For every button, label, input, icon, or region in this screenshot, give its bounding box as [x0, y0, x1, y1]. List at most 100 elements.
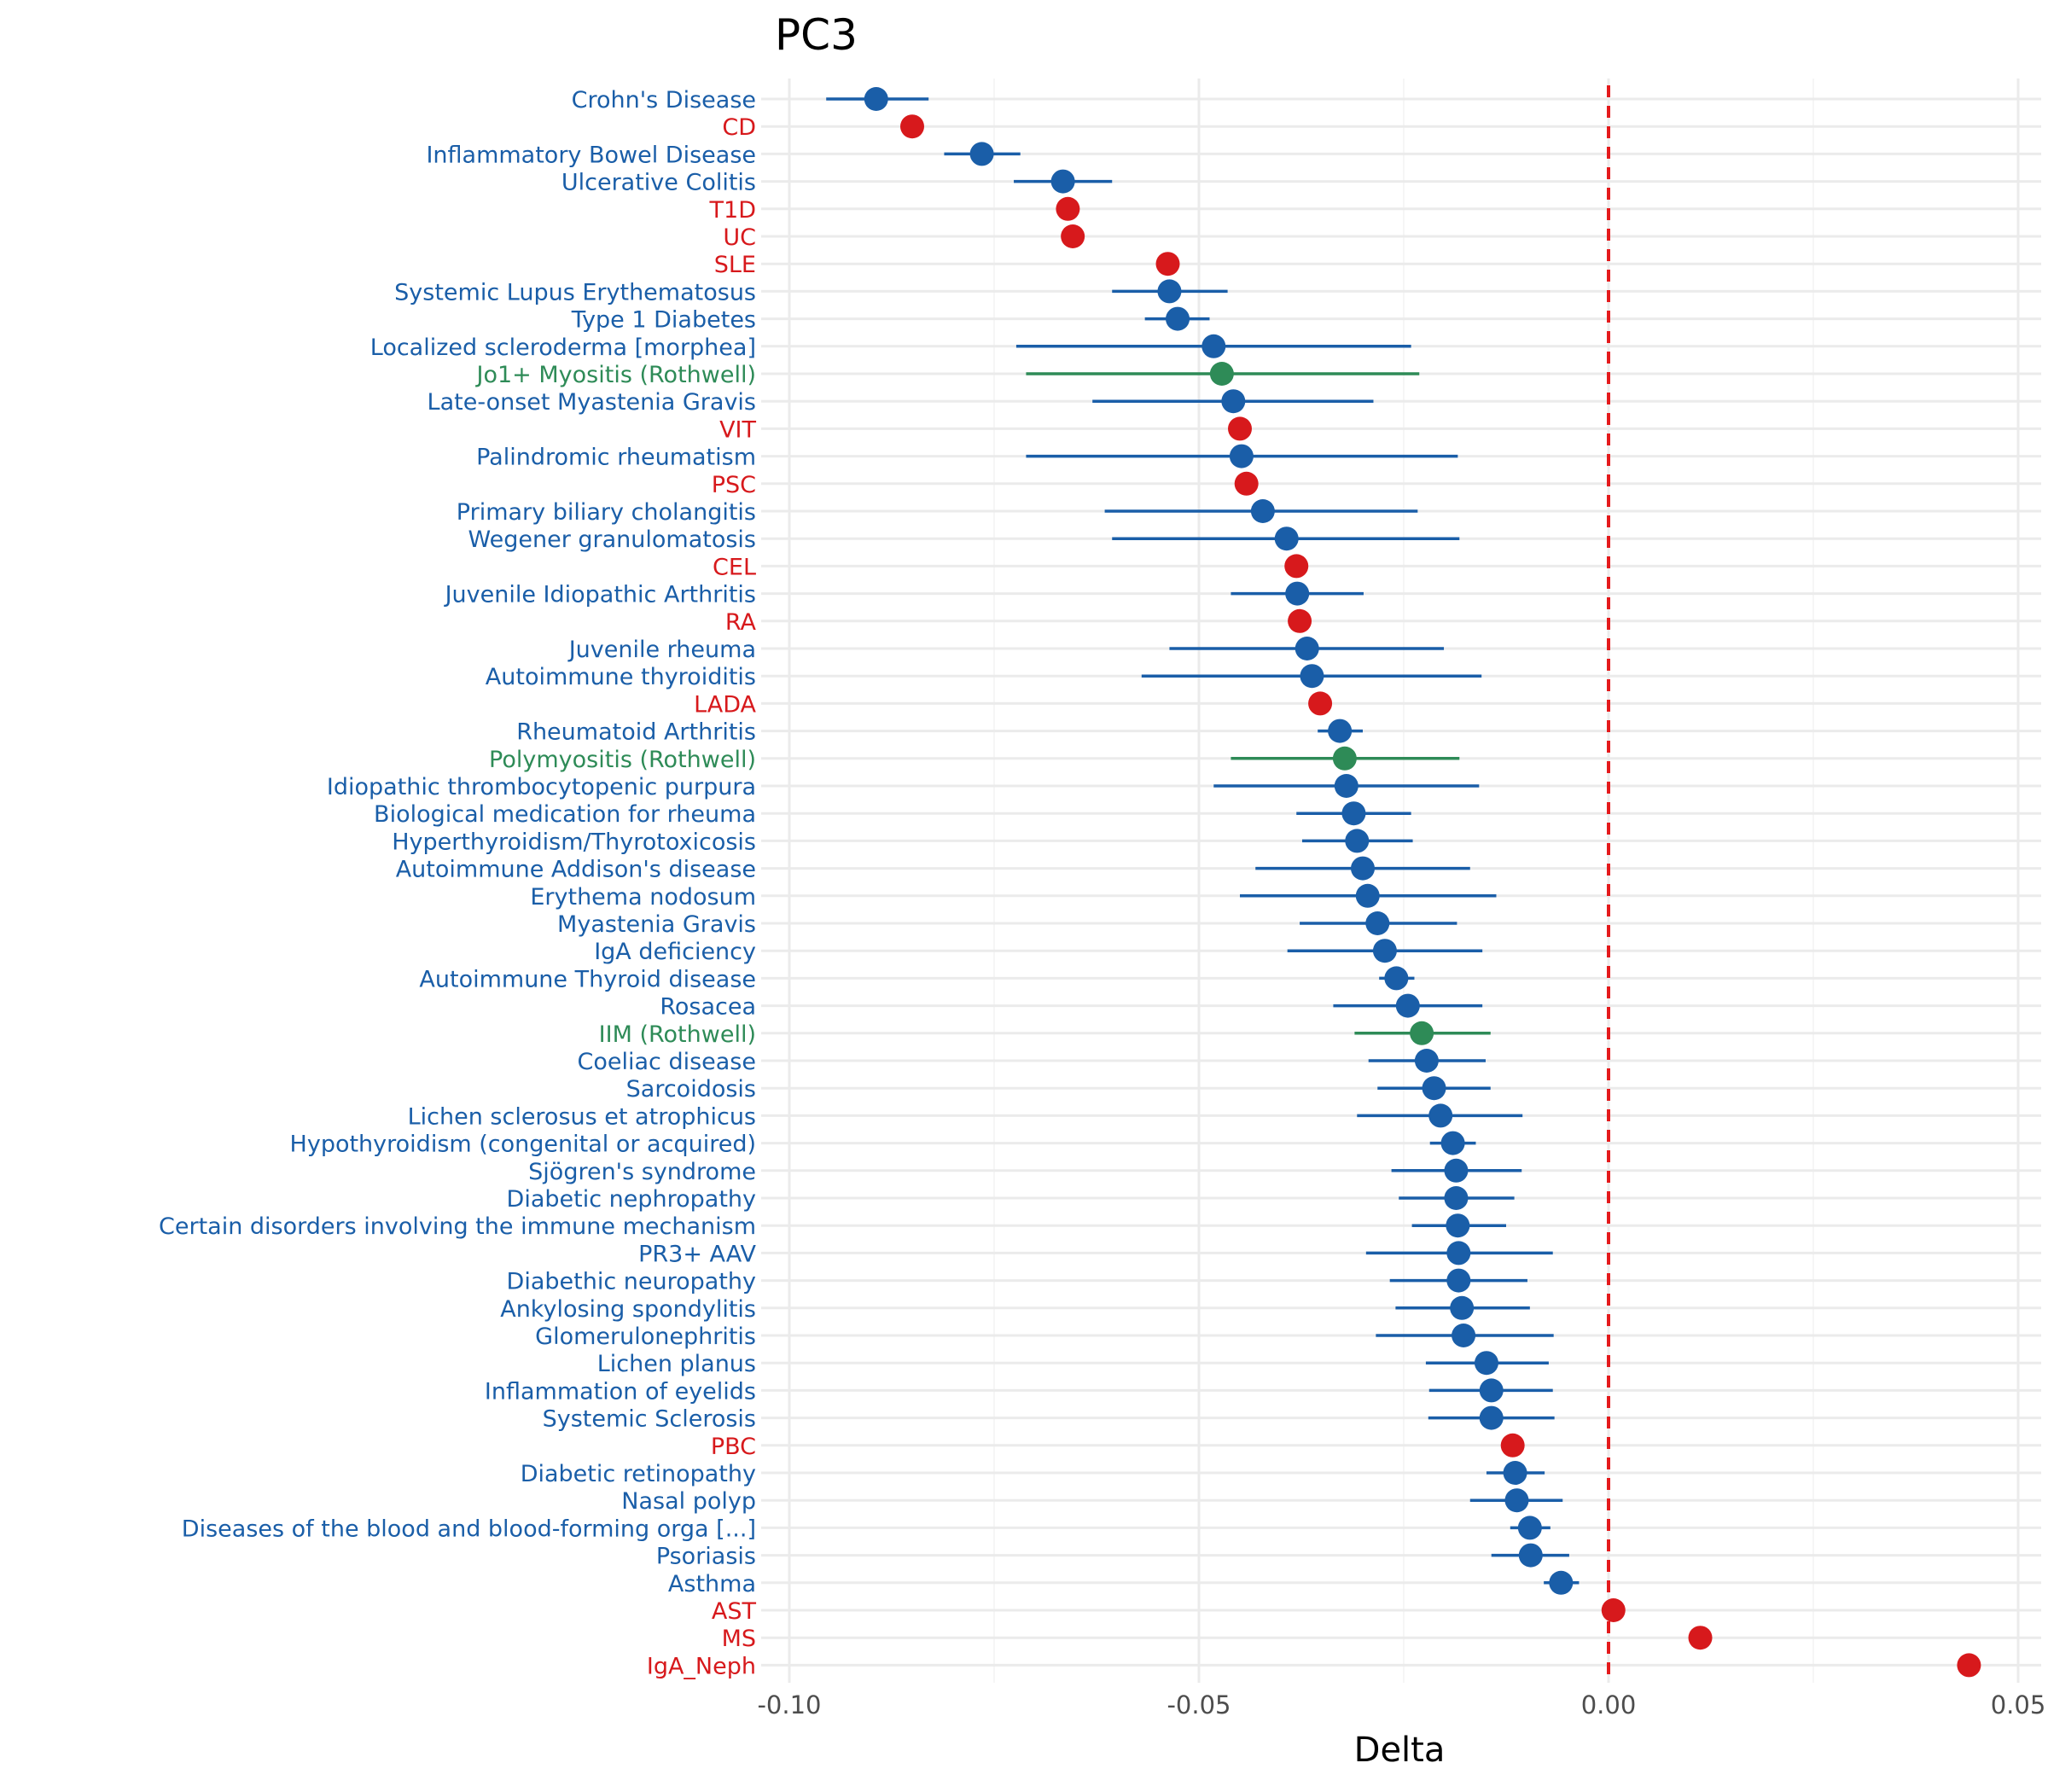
point-marker: [1395, 993, 1420, 1018]
point-marker: [1295, 637, 1319, 660]
y-tick-label: Sjögren's syndrome: [528, 1159, 756, 1185]
point-marker: [1341, 801, 1366, 826]
y-tick-label: PSC: [712, 472, 756, 498]
y-tick-label: Crohn's Disease: [572, 87, 756, 113]
point-marker: [1444, 1158, 1469, 1183]
y-tick-label: IgA deficiency: [594, 939, 756, 965]
y-tick-label: Wegener granulomatosis: [468, 527, 757, 553]
point-marker: [1228, 416, 1252, 441]
y-tick-label: Psoriasis: [656, 1544, 756, 1570]
y-tick-label: Hyperthyroidism/Thyrotoxicosis: [392, 829, 756, 855]
y-tick-label: Autoimmune thyroiditis: [486, 664, 756, 690]
point-marker: [1500, 1433, 1525, 1457]
x-tick-label: 0.05: [1991, 1690, 2046, 1719]
y-tick-label: Diseases of the blood and blood-forming …: [182, 1516, 756, 1542]
y-tick-label: Inflammation of eyelids: [485, 1378, 756, 1405]
point-marker: [1479, 1405, 1504, 1430]
y-tick-label: Localized scleroderma [morphea]: [370, 335, 756, 361]
point-marker: [1050, 169, 1075, 194]
y-tick-label: Ulcerative Colitis: [561, 170, 756, 196]
y-tick-label: Nasal polyp: [621, 1488, 756, 1515]
y-tick-label: Glomerulonephritis: [535, 1324, 756, 1350]
point-marker: [1440, 1131, 1465, 1155]
point-marker: [1274, 527, 1299, 551]
y-tick-label: Systemic Lupus Erythematosus: [394, 279, 756, 305]
point-marker: [1285, 581, 1310, 606]
point-marker: [1446, 1241, 1471, 1265]
y-tick-label: Autoimmune Addison's disease: [396, 857, 756, 883]
point-marker: [1308, 691, 1333, 716]
y-tick-label: VIT: [719, 416, 756, 443]
y-tick-label: SLE: [714, 252, 756, 278]
point-marker: [1422, 1076, 1446, 1101]
point-marker: [1332, 746, 1357, 771]
point-marker: [1446, 1268, 1471, 1293]
point-marker: [1410, 1021, 1434, 1045]
y-tick-label: Rheumatoid Arthritis: [516, 719, 756, 746]
point-marker: [1446, 1213, 1470, 1238]
point-marker: [1288, 608, 1312, 633]
point-marker: [1221, 389, 1246, 414]
y-tick-label: Autoimmune Thyroid disease: [419, 966, 756, 992]
y-tick-label: Juvenile rheuma: [567, 637, 756, 663]
point-marker: [1517, 1516, 1542, 1540]
point-marker: [1250, 499, 1275, 523]
y-tick-label: Lichen sclerosus et atrophicus: [408, 1103, 756, 1130]
point-marker: [1351, 856, 1375, 881]
point-marker: [969, 142, 994, 166]
point-marker: [1504, 1488, 1529, 1513]
point-marker: [1234, 471, 1259, 496]
point-marker: [1479, 1378, 1504, 1403]
point-marker: [1345, 829, 1370, 853]
point-marker: [1474, 1351, 1498, 1376]
y-tick-label: Biological medication for rheuma: [374, 801, 756, 828]
point-marker: [1372, 939, 1397, 963]
point-marker: [1201, 334, 1226, 358]
point-marker: [1166, 306, 1190, 331]
point-marker: [1957, 1653, 1981, 1678]
point-marker: [1209, 362, 1234, 386]
y-tick-label: Diabetic nephropathy: [507, 1186, 756, 1213]
point-marker: [1056, 196, 1080, 221]
y-tick-label: Primary biliary cholangitis: [457, 499, 756, 526]
y-tick-label: Systemic Sclerosis: [543, 1406, 756, 1433]
x-axis-title: Delta: [1354, 1731, 1446, 1770]
y-tick-label: CEL: [713, 554, 756, 580]
point-marker: [1061, 224, 1085, 248]
point-marker: [900, 114, 924, 139]
y-tick-label: Polymyositis (Rothwell): [489, 747, 756, 773]
y-tick-label: LADA: [694, 691, 756, 718]
point-marker: [1284, 554, 1309, 579]
y-tick-label: Idiopathic thrombocytopenic purpura: [327, 774, 756, 800]
y-tick-label: Asthma: [668, 1571, 756, 1597]
point-marker: [1229, 444, 1254, 468]
point-marker: [1452, 1324, 1476, 1347]
y-tick-label: PBC: [711, 1434, 756, 1460]
y-tick-label: IIM (Rothwell): [599, 1021, 756, 1048]
y-tick-label: Rosacea: [660, 994, 756, 1021]
y-tick-label: Coeliac disease: [577, 1049, 756, 1075]
point-marker: [1157, 279, 1182, 304]
y-tick-label: Sarcoidosis: [626, 1076, 756, 1103]
y-tick-label: RA: [725, 609, 757, 636]
point-marker: [1155, 252, 1180, 276]
y-tick-label: Hypothyroidism (congenital or acquired): [290, 1132, 756, 1158]
y-tick-label: PR3+ AAV: [638, 1241, 756, 1267]
y-tick-label: Ankylosing spondylitis: [500, 1296, 756, 1323]
y-tick-label: Diabethic neuropathy: [507, 1269, 756, 1295]
y-tick-label: Late-onset Myastenia Gravis: [428, 389, 756, 416]
point-marker: [1549, 1570, 1574, 1595]
y-tick-label: Jo1+ Myositis (Rothwell): [475, 362, 757, 388]
y-tick-label: CD: [722, 114, 756, 141]
point-marker: [1414, 1049, 1439, 1073]
grid: [761, 79, 2041, 1683]
point-marker: [1503, 1461, 1527, 1485]
point-marker: [1450, 1295, 1475, 1320]
x-tick-label: 0.00: [1581, 1690, 1637, 1719]
y-tick-label: Inflammatory Bowel Disease: [426, 142, 756, 168]
y-tick-label: T1D: [709, 197, 756, 224]
point-marker: [1300, 664, 1324, 689]
y-tick-label: Type 1 Diabetes: [571, 307, 756, 334]
